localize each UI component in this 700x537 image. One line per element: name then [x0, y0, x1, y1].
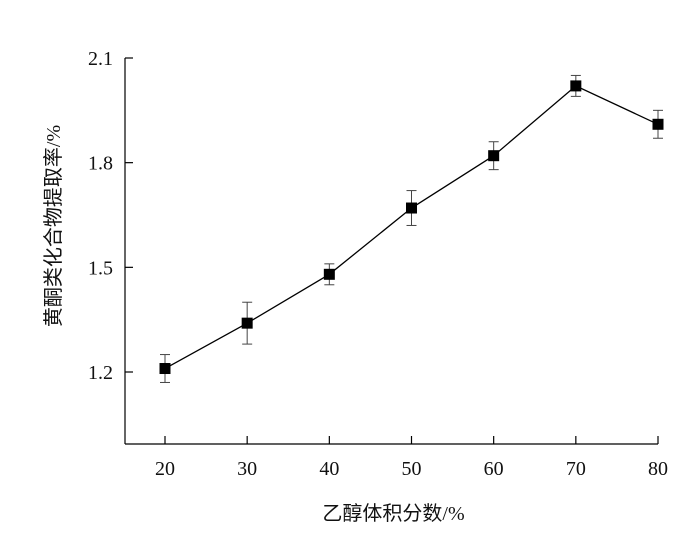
data-point-marker — [323, 268, 335, 280]
x-tick-label: 70 — [566, 458, 586, 480]
data-point-marker — [570, 80, 582, 92]
y-axis-title: 黄酮类化合物提取率/% — [42, 125, 65, 327]
data-point-marker — [652, 118, 664, 130]
x-ticks: 20 30 40 50 60 70 80 — [155, 436, 668, 480]
plot-area — [159, 74, 664, 383]
x-tick-label: 30 — [237, 458, 257, 480]
data-point-marker — [406, 202, 418, 214]
data-point-marker — [159, 363, 171, 375]
x-tick-label: 40 — [319, 458, 339, 480]
x-tick-label: 50 — [402, 458, 422, 480]
y-tick-label: 1.2 — [88, 362, 113, 384]
series-line — [164, 85, 659, 370]
axes — [124, 58, 658, 445]
y-ticks: 1.2 1.5 1.8 2.1 — [88, 48, 133, 384]
x-tick-label: 80 — [648, 458, 668, 480]
y-tick-label: 1.8 — [88, 153, 113, 175]
y-tick-label: 1.5 — [88, 257, 113, 279]
x-tick-label: 20 — [155, 458, 175, 480]
y-tick-label: 2.1 — [88, 48, 113, 70]
x-tick-label: 60 — [484, 458, 504, 480]
data-point-marker — [241, 317, 253, 329]
data-point-marker — [488, 150, 500, 162]
x-axis-title: 乙醇体积分数/% — [322, 502, 464, 525]
